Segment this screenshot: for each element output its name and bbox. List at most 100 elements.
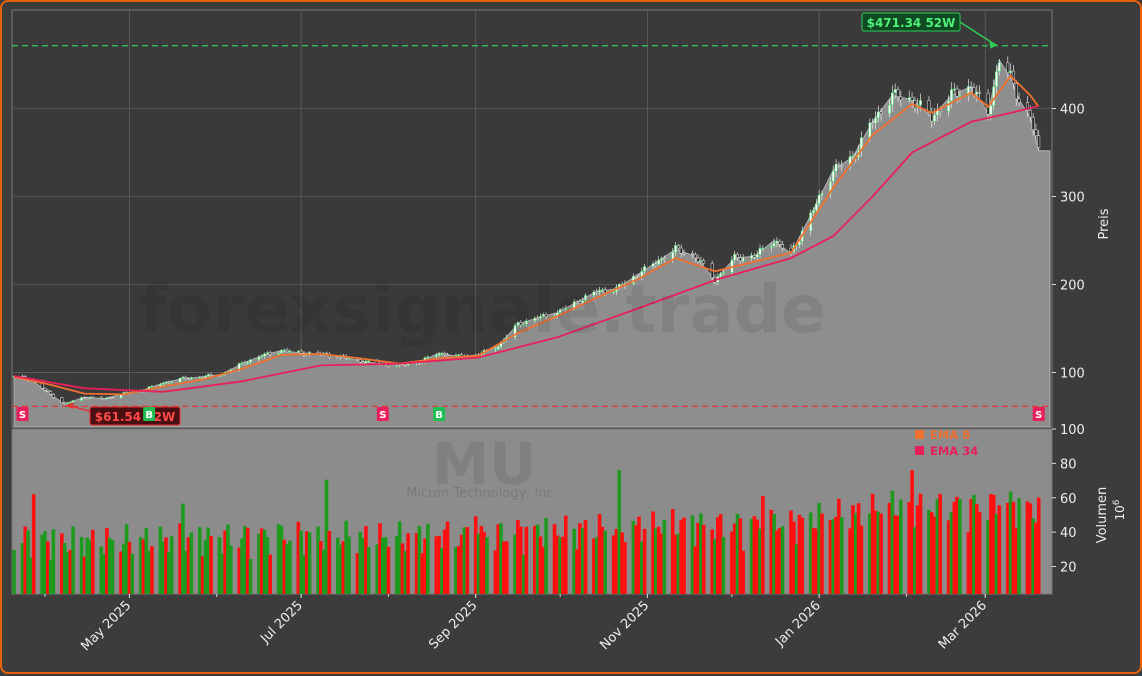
volume-bar [178,523,182,594]
watermark-text: forexsignale.trade [138,271,826,348]
candle [105,397,109,400]
candle [457,354,461,356]
volume-bar [662,519,667,594]
volume-bar [138,537,143,594]
volume-bar [873,510,878,594]
volume-bar [296,521,301,594]
volume-bars [12,470,1041,594]
volume-bar [395,536,399,594]
volume-bar [445,521,450,594]
candle [536,317,540,320]
volume-bar [304,531,309,594]
volume-bar [575,549,579,594]
volume-bar [386,546,391,594]
candle [874,117,877,124]
volume-bar [958,499,962,594]
candle [406,363,410,366]
candle [43,388,47,391]
low-52w-label: $61.54 52W [95,410,175,424]
candle [888,104,891,115]
volume-bar [639,541,644,594]
candle [184,376,188,379]
volume-tick-label: 80 [1060,457,1077,472]
candle [837,163,841,166]
volume-bar [31,494,36,594]
volume-bar [811,528,816,594]
volume-bar [121,543,126,594]
candle [933,114,937,122]
candle [209,374,213,376]
candle [958,95,962,97]
volume-bar [856,503,861,594]
candle [51,394,55,398]
candle [758,248,762,255]
price-tick-label: 100 [1060,366,1085,381]
volume-unit-label: 106 [1112,499,1127,520]
volume-bar [91,529,95,594]
volume-bar [259,528,264,594]
volume-bar [119,551,123,594]
volume-bar [141,539,146,594]
volume-bar [777,528,782,594]
candle [260,356,264,358]
candle [288,350,292,353]
volume-bar [828,520,833,594]
volume-bar [181,503,185,594]
volume-bar [344,520,348,594]
signal-label: B [435,410,443,421]
candle [899,96,903,101]
candle [584,295,587,301]
volume-bar [533,525,537,594]
volume-bar [563,515,568,594]
candle [240,362,244,364]
candle [752,255,756,258]
volume-bar [1031,518,1035,594]
volume-bar [1017,498,1021,594]
candle [834,163,838,172]
volume-bar [656,526,661,594]
candle [592,291,596,296]
candle [46,389,50,392]
candle [561,309,565,311]
candle [513,325,517,338]
volume-bar [693,546,698,594]
candle [85,397,89,400]
ticker-watermark: MU [432,430,537,498]
volume-bar [499,523,503,594]
candle [995,71,998,88]
candle [871,122,875,125]
candle [564,307,568,310]
volume-bar [147,551,151,594]
volume-bar [319,540,323,594]
volume-bar [755,519,760,594]
candles [12,56,1041,405]
volume-bar [631,520,636,594]
candle [910,97,914,101]
candle [693,254,697,259]
candle [750,255,754,259]
signal-label: B [145,410,153,421]
candle [347,357,351,360]
volume-bar [935,499,940,594]
candle [831,171,835,182]
candle [206,374,210,377]
candle [955,88,959,97]
volume-bar [738,518,743,594]
volume-bar [12,549,16,594]
volume-bar [161,541,166,594]
sell-signal-badge [1032,407,1045,421]
volume-bar [558,537,562,594]
volume-bar [966,532,971,594]
volume-bar [634,525,638,594]
candle [674,245,678,253]
volume-bar [110,539,115,594]
volume-tick-label: 60 [1060,492,1077,507]
candle [997,62,1001,72]
candle [279,349,283,354]
volume-bar [580,528,585,594]
volume-bar [730,531,734,594]
high-52w-label-box [861,12,961,32]
volume-bar [26,530,30,594]
volume-bar [366,547,371,594]
candle [772,242,776,247]
